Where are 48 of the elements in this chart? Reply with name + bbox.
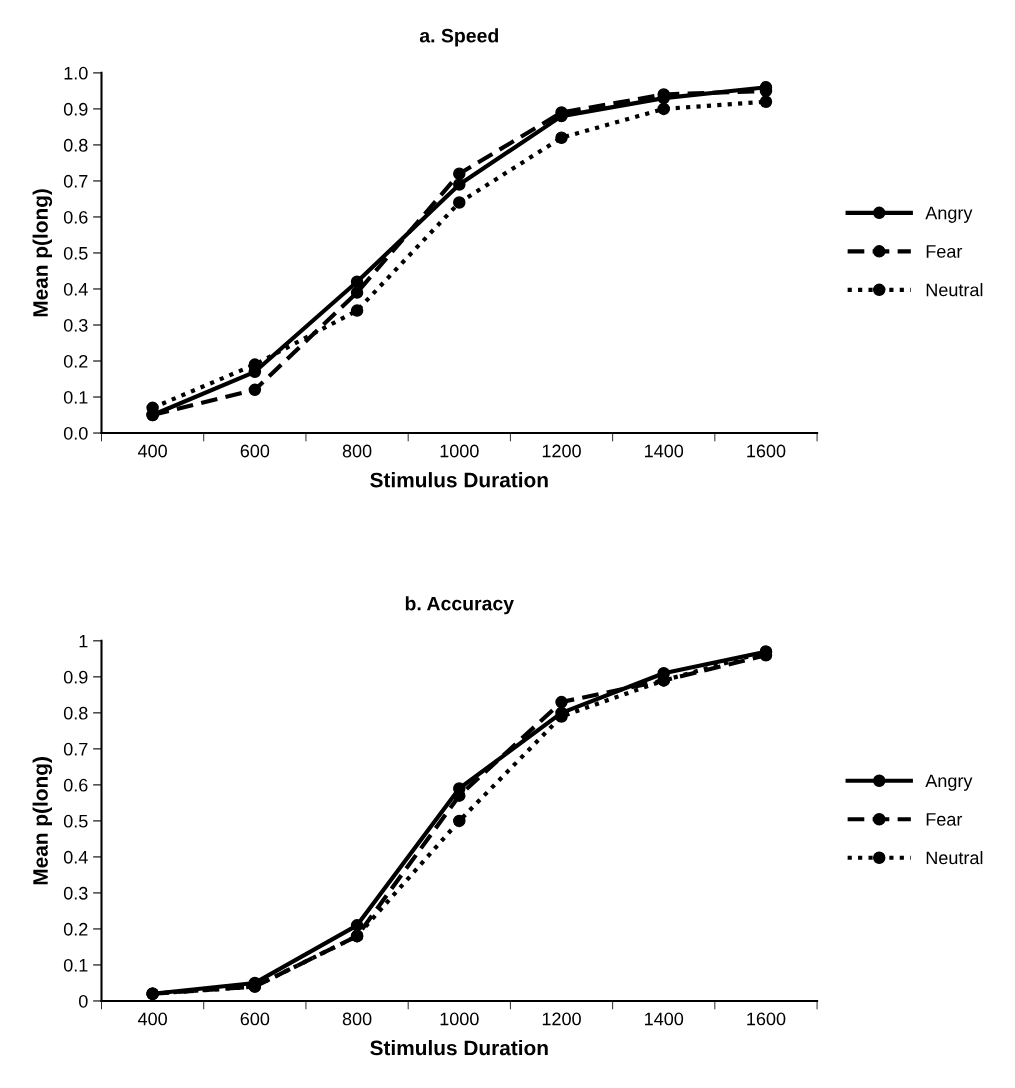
x-tick-label: 1400 bbox=[645, 444, 684, 458]
x-tick-label: 800 bbox=[342, 1012, 372, 1026]
y-tick-label: 0.8 bbox=[63, 706, 88, 720]
y-tick-label: 0.1 bbox=[63, 958, 88, 972]
x-tick-label: 1000 bbox=[440, 444, 479, 458]
x-tick-label: 1200 bbox=[542, 1012, 581, 1026]
chart-title: a. Speed bbox=[419, 28, 498, 47]
x-tick-label: 1200 bbox=[542, 444, 581, 458]
x-tick-label: 400 bbox=[137, 444, 167, 458]
y-tick-label: 1.0 bbox=[64, 66, 88, 80]
y-tick-label: 0.9 bbox=[63, 670, 88, 684]
x-tick-label: 1400 bbox=[645, 1012, 684, 1026]
y-tick-label: 0.3 bbox=[63, 318, 88, 332]
y-tick-label: 0.6 bbox=[63, 210, 88, 224]
x-axis-title: Stimulus Duration bbox=[370, 472, 548, 488]
y-tick-label: 1 bbox=[79, 634, 88, 648]
y-tick-label: 0.2 bbox=[63, 922, 88, 936]
y-axis-title: Mean p(long) bbox=[32, 757, 53, 885]
y-axis-title: Mean p(long) bbox=[32, 189, 53, 317]
legend-label: Angry bbox=[925, 774, 973, 791]
y-tick-label: 0.5 bbox=[63, 814, 88, 828]
legend-label: Fear bbox=[926, 813, 963, 826]
x-tick-label: 1600 bbox=[747, 444, 786, 458]
y-tick-label: 0.3 bbox=[63, 886, 88, 900]
y-tick-label: 0.1 bbox=[63, 390, 88, 404]
x-tick-label: 1600 bbox=[747, 1012, 786, 1026]
y-tick-label: 0.8 bbox=[63, 138, 88, 152]
legend-label: Neutral bbox=[926, 850, 983, 865]
x-tick-label: 400 bbox=[137, 1012, 167, 1026]
y-tick-label: 0.4 bbox=[63, 850, 88, 864]
x-tick-label: 800 bbox=[342, 444, 372, 458]
x-tick-label: 600 bbox=[240, 1012, 270, 1026]
legend-label: Angry bbox=[925, 206, 973, 223]
chart-title: b. Accuracy bbox=[405, 596, 514, 615]
x-tick-label: 600 bbox=[240, 444, 270, 458]
legend-label: Fear bbox=[926, 245, 963, 258]
legend-label: Neutral bbox=[926, 283, 983, 297]
y-tick-label: 0.7 bbox=[63, 742, 88, 756]
y-tick-label: 0.5 bbox=[63, 246, 88, 260]
y-tick-label: 0 bbox=[78, 994, 88, 1008]
y-tick-label: 0.4 bbox=[63, 282, 88, 296]
x-axis-title: Stimulus Duration bbox=[370, 1040, 548, 1056]
x-tick-label: 1000 bbox=[440, 1012, 479, 1026]
y-tick-label: 0.6 bbox=[63, 778, 88, 792]
y-tick-label: 0.0 bbox=[63, 426, 88, 440]
y-tick-label: 0.9 bbox=[63, 102, 88, 116]
y-tick-label: 0.2 bbox=[63, 354, 88, 368]
y-tick-label: 0.7 bbox=[63, 174, 88, 188]
